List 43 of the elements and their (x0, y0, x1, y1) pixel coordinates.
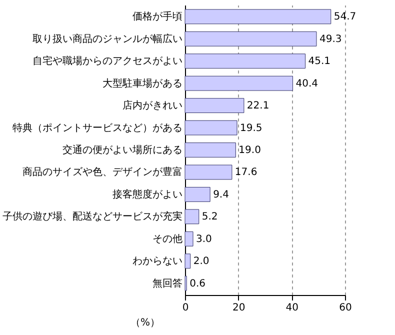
bar (184, 120, 238, 136)
data-label: 54.7 (334, 12, 356, 23)
data-label: 45.1 (308, 56, 331, 68)
data-label: 19.5 (240, 122, 262, 134)
data-label: 22.1 (246, 100, 270, 112)
y-tick-label: 接客態度がよい (112, 188, 182, 200)
x-axis-title: （%） (130, 318, 160, 328)
y-tick-label: その他 (152, 232, 182, 245)
x-tick-label: 0 (182, 302, 189, 314)
data-label: 40.4 (296, 78, 318, 90)
data-label: 2.0 (193, 256, 210, 268)
data-label: 49.3 (319, 34, 342, 45)
y-tick-label: 商品のサイズや色、デザインが豊富 (22, 166, 182, 178)
y-tick-label: わからない (132, 256, 182, 268)
x-tick-label: 60 (339, 302, 352, 314)
y-tick-label: 価格が手頃 (132, 10, 182, 23)
y-tick-label: 特典（ポイントサービスなど）がある (12, 122, 182, 134)
data-label: 5.2 (202, 212, 218, 223)
y-tick-label: 大型駐車場がある (102, 77, 182, 90)
y-tick-label: 無回答 (152, 277, 182, 290)
y-tick-label: 子供の遊び場、配送などサービスが充実 (2, 210, 182, 223)
data-label: 17.6 (234, 167, 258, 178)
x-tick-label: 20 (232, 302, 246, 314)
data-label: 0.6 (190, 278, 206, 290)
y-tick-label: 取り扱い商品のジャンルが幅広い (32, 32, 182, 45)
bar (184, 142, 236, 158)
data-label: 19.0 (238, 145, 261, 156)
bar (184, 9, 332, 24)
bar (184, 209, 200, 224)
data-label: 9.4 (213, 189, 229, 200)
bar (184, 76, 293, 91)
x-tick-label: 40 (286, 302, 299, 314)
bar (184, 54, 306, 69)
bar (184, 164, 232, 180)
bar (184, 98, 244, 114)
bar (184, 231, 194, 246)
bar (184, 254, 191, 269)
y-tick-label: 店内がきれい (122, 100, 182, 112)
y-tick-label: 交通の便がよい場所にある (62, 144, 182, 156)
bar (184, 186, 210, 202)
data-label: 3.0 (196, 234, 212, 245)
y-tick-label: 自宅や職場からのアクセスがよい (32, 55, 182, 68)
bar (184, 31, 317, 46)
